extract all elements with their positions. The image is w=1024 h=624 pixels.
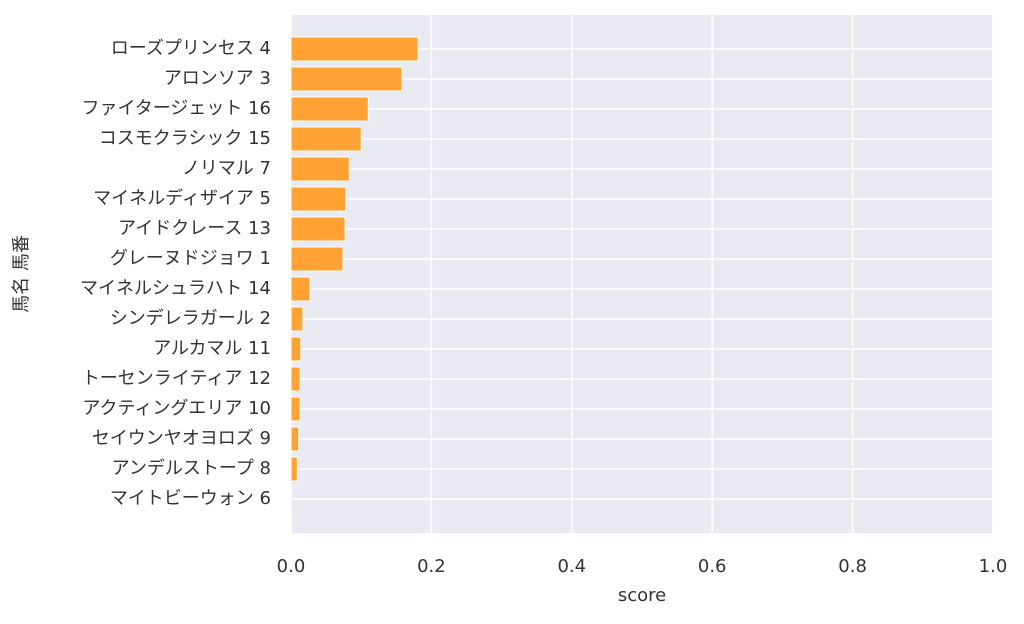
y-tick-label: ファイタージェット 16 — [81, 98, 271, 119]
bar — [290, 336, 302, 362]
y-tick-label: アイドクレース 13 — [118, 218, 271, 239]
bar — [290, 66, 403, 92]
y-tick-label: グレーヌドジョワ 1 — [110, 248, 271, 269]
x-tick-label: 0.0 — [277, 556, 306, 577]
y-tick-label: セイウンヤオヨロズ 9 — [92, 428, 271, 449]
bar — [290, 366, 301, 392]
y-tick-label: ノリマル 7 — [182, 158, 271, 179]
bar — [290, 126, 362, 152]
bar — [290, 36, 419, 62]
y-tick-label: シンデレラガール 2 — [110, 308, 271, 329]
y-tick-label: ローズプリンセス 4 — [111, 38, 271, 59]
bar — [290, 396, 301, 422]
y-tick-label: マイトビーウォン 6 — [110, 488, 271, 509]
y-axis-label: 馬名 馬番 — [11, 235, 32, 313]
y-tick-label: アロンソア 3 — [164, 68, 271, 89]
bar — [290, 306, 304, 332]
y-tick-label: マイネルシュラハト 14 — [80, 278, 271, 299]
y-tick-label: アルカマル 11 — [153, 338, 271, 359]
y-tick-label: マイネルディザイア 5 — [93, 188, 271, 209]
y-tick-label: コスモクラシック 15 — [99, 128, 271, 149]
x-tick-label: 0.8 — [838, 556, 867, 577]
bar — [290, 276, 311, 302]
bar — [290, 246, 344, 272]
x-tick-label: 0.6 — [698, 556, 727, 577]
y-tick-label: トーセンライティア 12 — [82, 368, 271, 389]
bar — [290, 426, 300, 452]
x-tick-label: 0.4 — [557, 556, 586, 577]
bar — [290, 186, 347, 212]
x-tick-label: 0.2 — [417, 556, 446, 577]
bar — [290, 216, 346, 242]
bar — [290, 156, 350, 182]
x-tick-label: 1.0 — [979, 556, 1008, 577]
x-axis-label: score — [618, 585, 666, 606]
y-tick-label: アクティングエリア 10 — [82, 398, 271, 419]
plot-area — [291, 15, 993, 533]
bar — [290, 96, 369, 122]
y-tick-label: アンデルストープ 8 — [112, 458, 271, 479]
bar — [290, 456, 298, 482]
